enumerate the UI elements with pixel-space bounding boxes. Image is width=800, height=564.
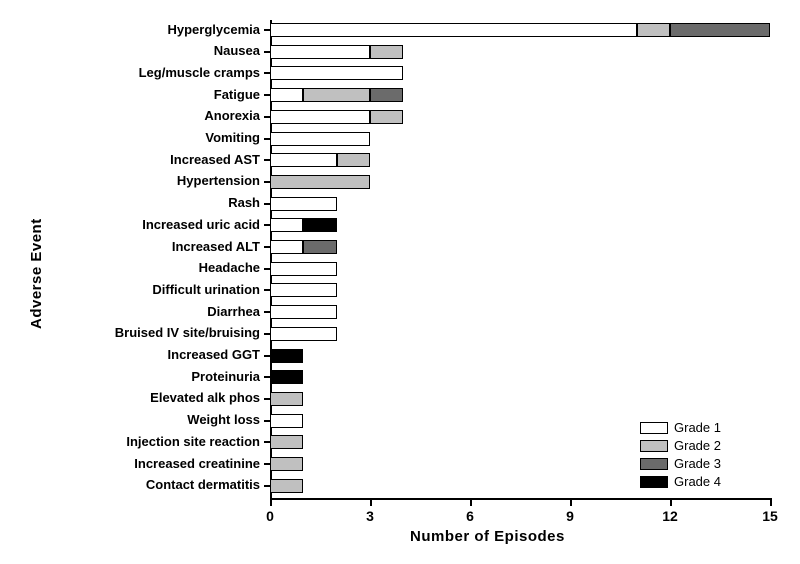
legend-swatch <box>640 422 668 434</box>
x-tick-label: 15 <box>750 508 790 524</box>
bar-g1 <box>270 197 337 211</box>
bar-g2 <box>337 153 370 167</box>
category-label: Increased uric acid <box>142 217 260 232</box>
legend-item: Grade 1 <box>640 420 721 435</box>
bar-g1 <box>270 414 303 428</box>
bar-g1 <box>270 262 337 276</box>
bar-g2 <box>370 45 403 59</box>
category-label: Increased creatinine <box>134 456 260 471</box>
bar-g2 <box>270 175 370 189</box>
category-label: Anorexia <box>204 108 260 123</box>
category-label: Elevated alk phos <box>150 390 260 405</box>
bar-g2 <box>370 110 403 124</box>
x-tick-label: 0 <box>250 508 290 524</box>
category-label: Proteinuria <box>191 369 260 384</box>
category-label: Rash <box>228 195 260 210</box>
legend-item: Grade 2 <box>640 438 721 453</box>
x-tick <box>370 498 372 506</box>
bar-g2 <box>270 479 303 493</box>
legend-item: Grade 3 <box>640 456 721 471</box>
category-label: Difficult urination <box>152 282 260 297</box>
y-axis-title: Adverse Event <box>28 218 45 329</box>
bar-g2 <box>270 435 303 449</box>
x-tick-label: 9 <box>550 508 590 524</box>
x-tick-label: 3 <box>350 508 390 524</box>
category-label: Increased ALT <box>172 239 260 254</box>
x-axis-title: Number of Episodes <box>410 528 565 545</box>
x-tick-label: 6 <box>450 508 490 524</box>
legend-label: Grade 1 <box>674 420 721 435</box>
bar-g1 <box>270 153 337 167</box>
legend: Grade 1 Grade 2 Grade 3 Grade 4 <box>640 420 721 492</box>
bar-g1 <box>270 240 303 254</box>
category-label: Injection site reaction <box>126 434 260 449</box>
bar-g2 <box>270 457 303 471</box>
bar-g4 <box>270 370 303 384</box>
bar-g1 <box>270 110 370 124</box>
bar-g4 <box>303 218 336 232</box>
bar-g1 <box>270 218 303 232</box>
category-label: Vomiting <box>205 130 260 145</box>
category-label: Contact dermatitis <box>146 477 260 492</box>
x-tick <box>570 498 572 506</box>
bar-g2 <box>303 88 370 102</box>
category-label: Increased AST <box>170 152 260 167</box>
category-label: Hyperglycemia <box>168 22 261 37</box>
bar-g1 <box>270 23 637 37</box>
legend-swatch <box>640 440 668 452</box>
category-label: Diarrhea <box>207 304 260 319</box>
x-tick <box>670 498 672 506</box>
legend-item: Grade 4 <box>640 474 721 489</box>
category-label: Bruised IV site/bruising <box>115 325 260 340</box>
category-label: Weight loss <box>187 412 260 427</box>
bar-g1 <box>270 88 303 102</box>
legend-label: Grade 3 <box>674 456 721 471</box>
category-label: Leg/muscle cramps <box>139 65 260 80</box>
bar-g2 <box>270 392 303 406</box>
x-tick <box>470 498 472 506</box>
adverse-event-chart: 0 3 6 9 12 15 Hyperglycemia Nausea Leg/muscle cr… <box>0 0 800 564</box>
bar-g1 <box>270 132 370 146</box>
bar-g1 <box>270 327 337 341</box>
bar-g3 <box>303 240 336 254</box>
category-label: Nausea <box>214 43 260 58</box>
bar-g3 <box>670 23 770 37</box>
bar-g3 <box>370 88 403 102</box>
legend-swatch <box>640 476 668 488</box>
category-label: Hypertension <box>177 173 260 188</box>
x-tick <box>770 498 772 506</box>
bar-g1 <box>270 283 337 297</box>
bar-g1 <box>270 305 337 319</box>
legend-label: Grade 4 <box>674 474 721 489</box>
category-label: Fatigue <box>214 87 260 102</box>
bar-g4 <box>270 349 303 363</box>
legend-swatch <box>640 458 668 470</box>
bar-g2 <box>637 23 670 37</box>
bar-g1 <box>270 45 370 59</box>
category-label: Increased GGT <box>168 347 260 362</box>
bar-g1 <box>270 66 403 80</box>
legend-label: Grade 2 <box>674 438 721 453</box>
x-tick <box>270 498 272 506</box>
category-label: Headache <box>199 260 260 275</box>
x-axis-line <box>270 498 770 500</box>
x-tick-label: 12 <box>650 508 690 524</box>
